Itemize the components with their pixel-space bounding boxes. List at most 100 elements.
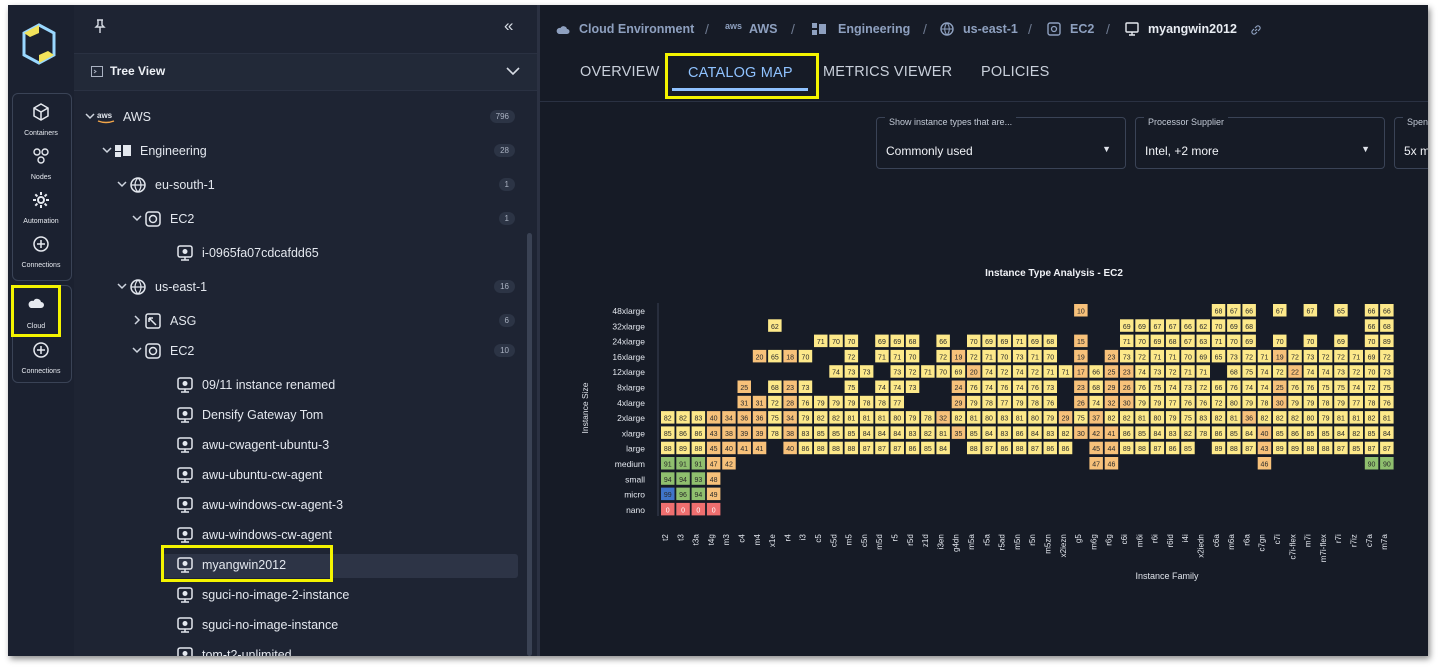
heatmap-cell[interactable]: [1288, 365, 1302, 378]
heatmap-cell[interactable]: [1028, 380, 1042, 394]
heatmap-cell[interactable]: [691, 472, 706, 485]
heatmap-cell[interactable]: [661, 411, 675, 424]
heatmap-cell[interactable]: [1303, 304, 1318, 317]
tree-item-instance[interactable]: awu-cwagent-ubuntu-3: [74, 433, 537, 457]
heatmap-cell[interactable]: [1074, 304, 1088, 317]
heatmap-cell[interactable]: [722, 441, 736, 455]
heatmap-cell[interactable]: [1380, 395, 1394, 409]
heatmap-cell[interactable]: [982, 365, 996, 378]
heatmap-cell[interactable]: [1058, 426, 1073, 439]
heatmap-cell[interactable]: [1273, 411, 1287, 424]
tree-item-group[interactable]: EC2 10: [74, 339, 537, 363]
heatmap-cell[interactable]: [951, 380, 966, 394]
heatmap-cell[interactable]: [859, 411, 874, 424]
heatmap-cell[interactable]: [967, 365, 981, 378]
heatmap-cell[interactable]: [1196, 349, 1211, 363]
heatmap-cell[interactable]: [982, 426, 996, 439]
heatmap-cell[interactable]: [1135, 334, 1149, 348]
heatmap-cell[interactable]: [1288, 395, 1302, 409]
heatmap-cell[interactable]: [783, 349, 797, 363]
heatmap-cell[interactable]: [1318, 395, 1333, 409]
heatmap-cell[interactable]: [1043, 395, 1058, 409]
heatmap-cell[interactable]: [1242, 334, 1256, 348]
heatmap-cell[interactable]: [783, 395, 797, 409]
heatmap-cell[interactable]: [1257, 365, 1272, 378]
heatmap-cell[interactable]: [768, 395, 782, 409]
filter-instance-types[interactable]: Show instance types that are... Commonly…: [876, 117, 1126, 169]
rail-item-automation[interactable]: Automation: [12, 185, 70, 229]
heatmap-cell[interactable]: [1043, 349, 1058, 363]
heatmap-cell[interactable]: [1273, 441, 1287, 455]
tab-metrics-viewer[interactable]: METRICS VIEWER: [823, 64, 953, 80]
heatmap-cell[interactable]: [1211, 411, 1226, 424]
heatmap-cell[interactable]: [844, 395, 859, 409]
heatmap-cell[interactable]: [814, 411, 828, 424]
heatmap-cell[interactable]: [1288, 349, 1302, 363]
heatmap-cell[interactable]: [691, 487, 706, 501]
heatmap-cell[interactable]: [1227, 319, 1241, 332]
heatmap-cell[interactable]: [1181, 441, 1195, 455]
heatmap-cell[interactable]: [1242, 304, 1256, 317]
rail-item-connections-2[interactable]: Connections: [12, 335, 70, 379]
heatmap-cell[interactable]: [1012, 380, 1027, 394]
heatmap-cell[interactable]: [1211, 334, 1226, 348]
heatmap-cell[interactable]: [1380, 365, 1394, 378]
heatmap-cell[interactable]: [722, 457, 736, 470]
heatmap-cell[interactable]: [1012, 411, 1027, 424]
heatmap-cell[interactable]: [1028, 411, 1042, 424]
heatmap-cell[interactable]: [768, 380, 782, 394]
heatmap-cell[interactable]: [890, 411, 905, 424]
heatmap-cell[interactable]: [737, 411, 752, 424]
heatmap-cell[interactable]: [798, 426, 813, 439]
heatmap-cell[interactable]: [1380, 380, 1394, 394]
heatmap-cell[interactable]: [1012, 441, 1027, 455]
scrollbar[interactable]: [527, 233, 532, 656]
heatmap-cell[interactable]: [1012, 349, 1027, 363]
heatmap-cell[interactable]: [905, 365, 920, 378]
heatmap-cell[interactable]: [1349, 365, 1364, 378]
heatmap-cell[interactable]: [1104, 380, 1119, 394]
heatmap-cell[interactable]: [1349, 411, 1364, 424]
heatmap-cell[interactable]: [1165, 395, 1180, 409]
heatmap-cell[interactable]: [844, 349, 859, 363]
heatmap-cell[interactable]: [1150, 365, 1165, 378]
heatmap-cell[interactable]: [661, 502, 675, 516]
tab-policies[interactable]: POLICIES: [981, 64, 1050, 80]
heatmap-cell[interactable]: [706, 411, 721, 424]
heatmap-cell[interactable]: [1257, 457, 1272, 470]
heatmap-cell[interactable]: [1165, 349, 1180, 363]
heatmap-cell[interactable]: [967, 334, 981, 348]
heatmap-cell[interactable]: [752, 411, 767, 424]
heatmap-cell[interactable]: [905, 349, 920, 363]
heatmap-cell[interactable]: [1104, 457, 1119, 470]
heatmap-cell[interactable]: [951, 426, 966, 439]
heatmap-cell[interactable]: [829, 426, 843, 439]
heatmap-cell[interactable]: [1364, 319, 1379, 332]
heatmap-cell[interactable]: [1257, 349, 1272, 363]
heatmap-cell[interactable]: [829, 441, 843, 455]
heatmap-cell[interactable]: [814, 395, 828, 409]
heatmap-cell[interactable]: [1257, 441, 1272, 455]
heatmap-cell[interactable]: [1303, 426, 1318, 439]
heatmap-cell[interactable]: [1380, 304, 1394, 317]
heatmap-cell[interactable]: [1120, 426, 1134, 439]
heatmap-cell[interactable]: [1104, 365, 1119, 378]
heatmap-cell[interactable]: [676, 441, 690, 455]
heatmap-cell[interactable]: [783, 411, 797, 424]
tree-view-header[interactable]: Tree View: [74, 53, 537, 91]
heatmap-cell[interactable]: [844, 441, 859, 455]
heatmap-cell[interactable]: [752, 395, 767, 409]
chevron-right-icon[interactable]: [134, 315, 141, 325]
heatmap-cell[interactable]: [997, 380, 1012, 394]
heatmap-cell[interactable]: [982, 380, 996, 394]
heatmap-cell[interactable]: [997, 426, 1012, 439]
heatmap-cell[interactable]: [1211, 319, 1226, 332]
heatmap-cell[interactable]: [1303, 380, 1318, 394]
heatmap-cell[interactable]: [661, 457, 675, 470]
heatmap-cell[interactable]: [1196, 411, 1211, 424]
heatmap-cell[interactable]: [706, 441, 721, 455]
heatmap-cell[interactable]: [1334, 411, 1348, 424]
heatmap-cell[interactable]: [890, 441, 905, 455]
heatmap-cell[interactable]: [814, 334, 828, 348]
heatmap-cell[interactable]: [1380, 457, 1394, 470]
